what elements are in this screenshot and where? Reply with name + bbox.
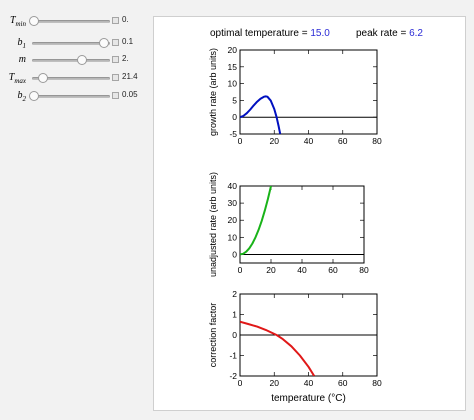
slider-tmax: Tmax 21.4 <box>0 71 152 85</box>
x-tick-label: 60 <box>338 136 348 146</box>
slider-value-b1: 0.1 <box>122 37 134 46</box>
y-tick-label: 20 <box>228 45 238 55</box>
y-tick-label: 0 <box>232 249 237 259</box>
y-tick-label: 20 <box>228 215 238 225</box>
y-tick-label: 30 <box>228 198 238 208</box>
series-line <box>240 186 272 256</box>
slider-track-tmax[interactable] <box>32 73 110 83</box>
slider-label-tmin: Tmin <box>10 15 26 28</box>
slider-label-tmax: Tmax <box>9 72 26 85</box>
y-tick-label: -5 <box>229 129 237 139</box>
series-line <box>240 320 316 376</box>
y-axis-label: correction factor <box>208 303 218 368</box>
expand-controls-button[interactable] <box>112 74 119 81</box>
y-tick-label: 5 <box>232 95 237 105</box>
slider-track-tmin[interactable] <box>29 16 110 26</box>
plot-frame <box>239 185 365 264</box>
optimal-temperature-readout: optimal temperature = 15.0 <box>210 28 330 39</box>
slider-b2: b2 0.05 <box>0 89 152 103</box>
optimal-temperature-label: optimal temperature = <box>210 28 308 39</box>
y-tick-label: 1 <box>232 310 237 320</box>
expand-controls-button[interactable] <box>112 92 119 99</box>
slider-label-subscript: 2 <box>22 95 27 103</box>
slider-tmin: Tmin 0. <box>0 14 152 28</box>
expand-controls-button[interactable] <box>112 39 119 46</box>
x-tick-label: 80 <box>372 136 382 146</box>
slider-label-subscript: min <box>15 20 27 28</box>
slider-label-text: m <box>18 54 26 65</box>
y-tick-label: -1 <box>229 351 237 361</box>
slider-value-m: 2. <box>122 54 129 63</box>
slider-value-tmax: 21.4 <box>122 72 138 81</box>
slider-m: m 2. <box>0 53 152 67</box>
x-tick-label: 40 <box>304 378 314 388</box>
slider-thumb-b2[interactable] <box>29 91 40 101</box>
slider-thumb-m[interactable] <box>76 55 87 65</box>
y-tick-label: 2 <box>232 289 237 299</box>
slider-b1: b1 0.1 <box>0 36 152 50</box>
plot-panel: optimal temperature = 15.0 peak rate = 6… <box>153 16 466 411</box>
x-tick-label: 80 <box>372 378 382 388</box>
slider-thumb-b1[interactable] <box>98 38 109 48</box>
y-axis-label: growth rate (arb units) <box>208 48 218 136</box>
x-tick-label: 80 <box>359 265 369 275</box>
y-axis-label: unadjusted rate (arb units) <box>208 172 218 277</box>
x-tick-label: 20 <box>270 378 280 388</box>
x-tick-label: 60 <box>328 265 338 275</box>
slider-thumb-tmax[interactable] <box>37 73 48 83</box>
y-tick-label: 15 <box>228 62 238 72</box>
peak-rate-value: 6.2 <box>409 28 423 39</box>
slider-label-text: b <box>17 90 23 101</box>
slider-thumb-tmin[interactable] <box>29 16 40 26</box>
x-tick-label: 40 <box>304 136 314 146</box>
slider-value-tmin: 0. <box>122 15 129 24</box>
y-tick-label: 40 <box>228 181 238 191</box>
slider-label-text: b <box>17 37 23 48</box>
plot-frame <box>239 49 378 135</box>
x-tick-label: 20 <box>266 265 276 275</box>
y-tick-label: 10 <box>228 232 238 242</box>
x-axis-label: temperature (°C) <box>271 393 346 404</box>
controls-panel: Tmin 0. b1 0.1 m 2. Tmax 21.4 b2 0.05 <box>0 0 152 110</box>
slider-track-b1[interactable] <box>32 38 110 48</box>
optimal-temperature-value: 15.0 <box>310 28 330 39</box>
peak-rate-readout: peak rate = 6.2 <box>356 28 423 39</box>
slider-label-m: m <box>19 54 26 65</box>
slider-label-text: T <box>9 15 16 26</box>
x-tick-label: 0 <box>238 136 243 146</box>
slider-label-subscript: 1 <box>22 42 27 50</box>
slider-track-m[interactable] <box>32 55 110 65</box>
slider-label-subscript: max <box>14 77 26 85</box>
slider-track-b2[interactable] <box>29 91 110 101</box>
slider-value-b2: 0.05 <box>122 90 138 99</box>
x-tick-label: 0 <box>238 265 243 275</box>
expand-controls-button[interactable] <box>112 56 119 63</box>
x-tick-label: 40 <box>297 265 307 275</box>
x-tick-label: 20 <box>270 136 280 146</box>
slider-label-text: T <box>8 72 15 83</box>
y-tick-label: 10 <box>228 79 238 89</box>
series-line <box>240 95 282 134</box>
y-tick-label: 0 <box>232 330 237 340</box>
slider-label-b1: b1 <box>18 37 27 50</box>
y-tick-label: -2 <box>229 371 237 381</box>
y-tick-label: 0 <box>232 112 237 122</box>
expand-controls-button[interactable] <box>112 17 119 24</box>
slider-label-b2: b2 <box>18 90 27 103</box>
x-tick-label: 0 <box>238 378 243 388</box>
peak-rate-label: peak rate = <box>356 28 407 39</box>
x-tick-label: 60 <box>338 378 348 388</box>
